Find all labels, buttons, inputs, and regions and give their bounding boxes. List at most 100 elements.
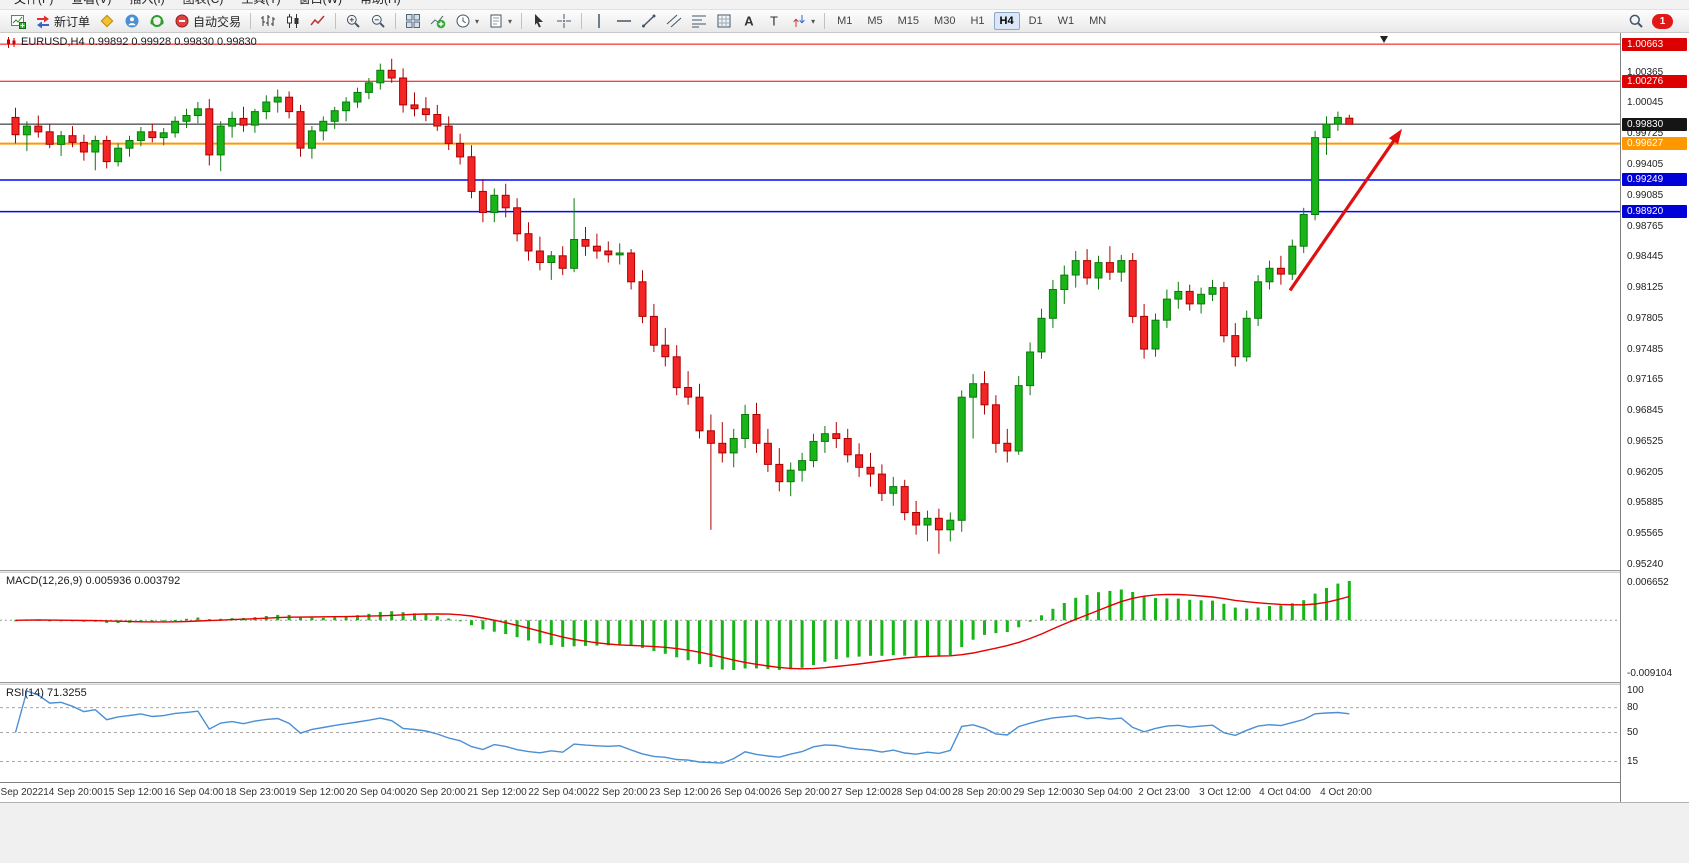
horizontal-line-icon xyxy=(616,13,632,29)
templates-icon[interactable]: ▾ xyxy=(484,10,516,32)
crosshair-icon[interactable] xyxy=(552,10,576,32)
cursor-icon[interactable] xyxy=(527,10,551,32)
menu-item[interactable]: 插入(I) xyxy=(121,0,172,9)
menu-item[interactable]: 文件(F) xyxy=(6,0,61,9)
time-label: 4 Oct 04:00 xyxy=(1259,787,1311,798)
trend-arrow[interactable] xyxy=(1288,128,1402,292)
horizontal-level-lines xyxy=(0,43,1620,213)
bottom-area xyxy=(0,802,1689,863)
time-label: 18 Sep 23:00 xyxy=(225,787,285,798)
panel-separator[interactable] xyxy=(0,682,1689,685)
time-label: 26 Sep 04:00 xyxy=(710,787,770,798)
price-tag: 1.00276 xyxy=(1622,75,1687,88)
menu-item[interactable]: 帮助(H) xyxy=(352,0,409,9)
notification-badge[interactable]: 1 xyxy=(1652,13,1673,29)
time-label: 14 Sep 2022 xyxy=(0,787,44,798)
bar-chart-icon[interactable] xyxy=(256,10,280,32)
price-tick: 1.00045 xyxy=(1627,97,1664,108)
candles xyxy=(11,58,1354,554)
time-label: 20 Sep 04:00 xyxy=(346,787,406,798)
label-icon[interactable]: T xyxy=(762,10,786,32)
toolbar-right: 1 xyxy=(1628,13,1683,29)
rsi-header: RSI(14) 71.3255 xyxy=(6,687,87,699)
toolbar-separator xyxy=(581,13,583,29)
price-tag: 0.99830 xyxy=(1622,118,1687,131)
price-tag: 0.99249 xyxy=(1622,173,1687,186)
timeframe-m5-button[interactable]: M5 xyxy=(867,15,883,27)
time-label: 15 Sep 12:00 xyxy=(103,787,163,798)
tile-windows-icon[interactable] xyxy=(401,10,425,32)
zoom-in-icon[interactable] xyxy=(341,10,365,32)
menu-item[interactable]: 工具(T) xyxy=(233,0,288,9)
toolbar-separator xyxy=(395,13,397,29)
timeframe-m1-button[interactable]: M1 xyxy=(837,15,853,27)
time-label: 20 Sep 20:00 xyxy=(406,787,466,798)
line-chart-icon[interactable] xyxy=(306,10,330,32)
zoom-out-icon xyxy=(370,13,386,29)
macd-histogram xyxy=(14,581,1351,670)
horizontal-line-icon[interactable] xyxy=(612,10,636,32)
price-axis[interactable]: 1.00365 1.00045 0.99725 0.99405 0.99085 0.987… xyxy=(1620,33,1689,802)
menu-item[interactable]: 查看(V) xyxy=(63,0,119,9)
new-chart-icon[interactable] xyxy=(6,10,30,32)
text-icon[interactable]: A xyxy=(737,10,761,32)
vertical-line-icon xyxy=(591,13,607,29)
community-icon xyxy=(124,13,140,29)
time-label: 4 Oct 20:00 xyxy=(1320,787,1372,798)
support-icon[interactable] xyxy=(145,10,169,32)
trendline-icon[interactable] xyxy=(637,10,661,32)
channel-icon[interactable] xyxy=(662,10,686,32)
search-icon[interactable] xyxy=(1628,13,1644,29)
chart-shift-marker[interactable] xyxy=(1380,36,1388,43)
periods-icon[interactable]: ▾ xyxy=(451,10,483,32)
timeframe-h4-button[interactable]: H4 xyxy=(993,12,1020,30)
candle-chart-icon[interactable] xyxy=(281,10,305,32)
new-chart-icon xyxy=(10,13,26,29)
menu-item[interactable]: 图表(C) xyxy=(175,0,232,9)
new-order-icon xyxy=(35,13,51,29)
community-icon[interactable] xyxy=(120,10,144,32)
price-tag: 0.98920 xyxy=(1622,205,1687,218)
timeframe-h1-button[interactable]: H1 xyxy=(970,15,985,27)
tile-windows-icon xyxy=(405,13,421,29)
chart-title: EURUSD,H4 xyxy=(21,36,85,48)
rsi-panel[interactable] xyxy=(0,685,1620,782)
rsi-axis-label: 50 xyxy=(1627,727,1639,738)
price-tick: 0.99405 xyxy=(1627,159,1664,170)
macd-panel[interactable] xyxy=(0,573,1620,682)
rsi-axis-label: 80 xyxy=(1627,702,1639,713)
metaeditor-icon xyxy=(99,13,115,29)
time-label: 2 Oct 23:00 xyxy=(1138,787,1190,798)
main-chart[interactable] xyxy=(0,33,1620,570)
indicators-icon[interactable] xyxy=(426,10,450,32)
dropdown-arrow-icon: ▾ xyxy=(475,16,480,26)
metaeditor-icon[interactable] xyxy=(95,10,119,32)
cursor-icon xyxy=(531,13,547,29)
dropdown-arrow-icon: ▾ xyxy=(508,16,513,26)
toolbar: 新订单 自动交易 ▾ ▾ A T ▾ M1 M5 M15 M30 H1 H4 D1 W1 MN 1 xyxy=(0,9,1689,33)
time-label: 22 Sep 04:00 xyxy=(528,787,588,798)
vertical-line-icon[interactable] xyxy=(587,10,611,32)
fibonacci-icon[interactable] xyxy=(687,10,711,32)
autotrading-button[interactable]: 自动交易 xyxy=(170,10,245,32)
macd-header: MACD(12,26,9) 0.005936 0.003792 xyxy=(6,575,181,587)
timeframe-m30-button[interactable]: M30 xyxy=(934,15,956,27)
timeframe-mn-button[interactable]: MN xyxy=(1089,15,1107,27)
price-tick: 0.99085 xyxy=(1627,190,1664,201)
timeframe-w1-button[interactable]: W1 xyxy=(1057,15,1075,27)
trendline-icon xyxy=(641,13,657,29)
price-tag: 1.00663 xyxy=(1622,38,1687,51)
menu-item[interactable]: 窗口(W) xyxy=(291,0,350,9)
shapes-icon xyxy=(716,13,732,29)
zoom-out-icon[interactable] xyxy=(366,10,390,32)
toolbar-items: 新订单 自动交易 ▾ ▾ A T ▾ M1 M5 M15 M30 H1 H4 D1 W1 MN xyxy=(6,10,1113,32)
support-icon xyxy=(149,13,165,29)
timeframe-m15-button[interactable]: M15 xyxy=(897,15,920,27)
arrows-icon[interactable]: ▾ xyxy=(787,10,819,32)
toolbar-button-label: 自动交易 xyxy=(193,14,242,29)
new-order-button[interactable]: 新订单 xyxy=(31,10,94,32)
panel-separator[interactable] xyxy=(0,570,1689,573)
shapes-icon[interactable] xyxy=(712,10,736,32)
timeframe-d1-button[interactable]: D1 xyxy=(1028,15,1043,27)
